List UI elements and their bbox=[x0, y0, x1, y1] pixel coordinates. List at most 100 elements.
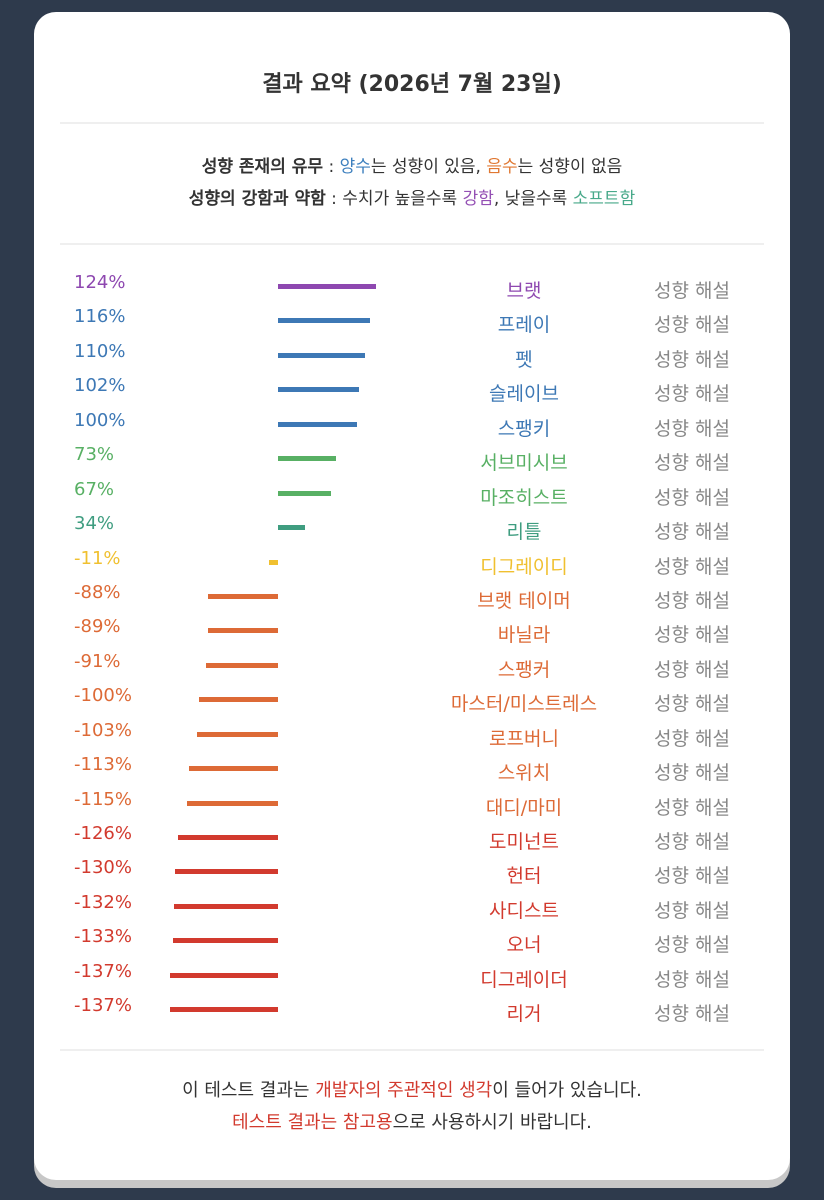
explain-link[interactable]: 성향 해설 bbox=[654, 727, 730, 750]
percent-label: -132% bbox=[74, 891, 132, 913]
type-name: 펫 bbox=[515, 348, 533, 371]
legend-soft: 소프트함 bbox=[572, 189, 636, 209]
explain-link[interactable]: 성향 해설 bbox=[654, 968, 730, 991]
percent-label: 34% bbox=[74, 513, 115, 535]
legend-line-2: 성향의 강함과 약함 : 수치가 높을수록 강함, 낮을수록 소프트함 bbox=[34, 184, 790, 209]
score-bar bbox=[188, 766, 278, 772]
score-bar bbox=[206, 662, 278, 668]
divider bbox=[60, 1049, 764, 1051]
percent-label: -137% bbox=[74, 995, 132, 1017]
score-bar bbox=[187, 800, 278, 806]
type-name: 대디/마미 bbox=[485, 796, 563, 819]
result-row: -133% 오너 성향 해설 bbox=[34, 924, 790, 958]
legend-label-strength: 성향의 강함과 약함 bbox=[188, 189, 326, 209]
percent-label: -100% bbox=[74, 685, 132, 707]
type-name: 디그레이디 bbox=[480, 555, 568, 578]
score-bar bbox=[169, 972, 278, 978]
percent-label: -89% bbox=[74, 616, 121, 638]
percent-label: 100% bbox=[74, 409, 126, 431]
legend-label-existence: 성향 존재의 유무 bbox=[201, 157, 324, 177]
legend-text: 수치가 높을수록 bbox=[342, 189, 463, 209]
footer-line-2: 테스트 결과는 참고용으로 사용하시기 바랍니다. bbox=[34, 1108, 790, 1134]
explain-link[interactable]: 성향 해설 bbox=[654, 658, 730, 681]
explain-link[interactable]: 성향 해설 bbox=[654, 865, 730, 888]
explain-link[interactable]: 성향 해설 bbox=[654, 1003, 730, 1026]
result-row: -126% 도미넌트 성향 해설 bbox=[34, 821, 790, 855]
result-row: -88% 브랫 테이머 성향 해설 bbox=[34, 580, 790, 614]
explain-link[interactable]: 성향 해설 bbox=[654, 486, 730, 509]
score-bar bbox=[173, 903, 278, 909]
legend-sep: : bbox=[325, 189, 343, 209]
footer-text: 으로 사용하시기 바랍니다. bbox=[392, 1112, 592, 1133]
result-row: -91% 스팽커 성향 해설 bbox=[34, 649, 790, 683]
type-name: 서브미시브 bbox=[480, 452, 568, 475]
explain-link[interactable]: 성향 해설 bbox=[654, 831, 730, 853]
legend-positive: 양수 bbox=[339, 157, 371, 177]
explain-link[interactable]: 성향 해설 bbox=[654, 796, 730, 819]
score-bar bbox=[172, 938, 278, 944]
score-bar bbox=[278, 284, 376, 289]
percent-label: -88% bbox=[74, 581, 121, 603]
result-row: -115% 대디/마미 성향 해설 bbox=[34, 787, 790, 821]
explain-link[interactable]: 성향 해설 bbox=[654, 417, 730, 440]
type-name: 로프버니 bbox=[489, 727, 559, 750]
explain-link[interactable]: 성향 해설 bbox=[654, 521, 730, 544]
type-name: 브랫 bbox=[506, 280, 542, 302]
explain-link[interactable]: 성향 해설 bbox=[654, 383, 730, 406]
percent-label: -91% bbox=[74, 650, 121, 672]
percent-label: -130% bbox=[74, 857, 132, 879]
score-bar bbox=[196, 731, 278, 737]
result-row: -137% 디그레이더 성향 해설 bbox=[34, 959, 790, 993]
legend-text: 는 성향이 없음 bbox=[517, 157, 623, 177]
result-row: -89% 바닐라 성향 해설 bbox=[34, 614, 790, 648]
result-chart: 124% 브랫 성향 해설 116% 프레이 성향 해설 110% 펫 성향 해설 102% 슬레이… bbox=[34, 270, 790, 1028]
type-name: 리거 bbox=[506, 1003, 542, 1026]
explain-link[interactable]: 성향 해설 bbox=[654, 899, 730, 922]
score-bar bbox=[269, 559, 278, 565]
type-name: 디그레이더 bbox=[480, 968, 568, 991]
percent-label: -115% bbox=[74, 788, 132, 810]
footer-highlight: 테스트 결과는 참고용 bbox=[232, 1112, 393, 1133]
explain-link[interactable]: 성향 해설 bbox=[654, 452, 730, 475]
legend-text: , 낮을수록 bbox=[493, 189, 573, 209]
result-row: -11% 디그레이디 성향 해설 bbox=[34, 546, 790, 580]
score-bar bbox=[278, 525, 305, 531]
explain-link[interactable]: 성향 해설 bbox=[654, 314, 730, 337]
score-bar bbox=[175, 869, 278, 875]
type-name: 오너 bbox=[506, 934, 542, 957]
type-name: 헌터 bbox=[506, 865, 542, 888]
score-bar bbox=[278, 318, 370, 324]
score-bar bbox=[278, 490, 331, 496]
result-row: 116% 프레이 성향 해설 bbox=[34, 304, 790, 338]
score-bar bbox=[278, 421, 357, 427]
footer-text: 이 들어가 있습니다. bbox=[492, 1080, 642, 1101]
page-title: 결과 요약 (2026년 7월 23일) bbox=[262, 72, 562, 97]
explain-link[interactable]: 성향 해설 bbox=[654, 589, 730, 612]
percent-label: 73% bbox=[74, 444, 115, 466]
legend-sep: : bbox=[323, 157, 340, 177]
explain-link[interactable]: 성향 해설 bbox=[654, 348, 730, 371]
legend-line-1: 성향 존재의 유무 : 양수는 성향이 있음, 음수는 성향이 없음 bbox=[34, 152, 790, 177]
divider bbox=[60, 122, 764, 124]
result-row: 67% 마조히스트 성향 해설 bbox=[34, 477, 790, 511]
type-name: 슬레이브 bbox=[489, 383, 559, 406]
legend-text: 는 성향이 있음, bbox=[370, 157, 487, 177]
result-row: -132% 사디스트 성향 해설 bbox=[34, 890, 790, 924]
result-row: 110% 펫 성향 해설 bbox=[34, 339, 790, 373]
result-row: 100% 스팽키 성향 해설 bbox=[34, 408, 790, 442]
footer-highlight: 개발자의 주관적인 생각 bbox=[315, 1080, 493, 1101]
explain-link[interactable]: 성향 해설 bbox=[654, 693, 730, 716]
legend-negative: 음수 bbox=[486, 157, 518, 177]
percent-label: -126% bbox=[74, 823, 132, 844]
result-row: 102% 슬레이브 성향 해설 bbox=[34, 373, 790, 407]
explain-link[interactable]: 성향 해설 bbox=[654, 555, 730, 578]
score-bar bbox=[199, 697, 278, 703]
result-row: -103% 로프버니 성향 해설 bbox=[34, 718, 790, 752]
explain-link[interactable]: 성향 해설 bbox=[654, 280, 730, 302]
type-name: 브랫 테이머 bbox=[477, 589, 571, 612]
explain-link[interactable]: 성향 해설 bbox=[654, 624, 730, 647]
explain-link[interactable]: 성향 해설 bbox=[654, 762, 730, 785]
explain-link[interactable]: 성향 해설 bbox=[654, 934, 730, 957]
score-bar bbox=[169, 1007, 278, 1013]
result-row: -100% 마스터/미스트레스 성향 해설 bbox=[34, 683, 790, 717]
